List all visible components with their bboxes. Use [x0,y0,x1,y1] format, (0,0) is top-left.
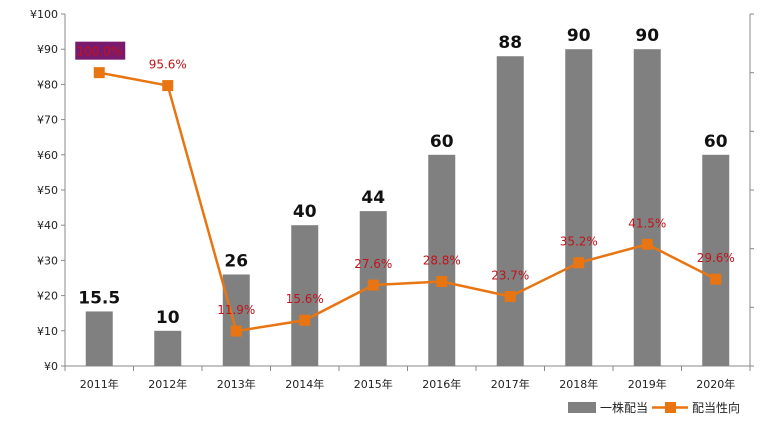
y-tick-label: ¥0 [44,360,58,373]
bar-value-label: 60 [704,132,728,152]
bar [428,154,456,366]
data-labels: 15.5 10 26 40 44 60 88 90 90 60 100.0% 95.6% 11.9% 15… [75,26,735,328]
y-tick-label: ¥30 [37,254,58,267]
bar [633,49,661,366]
line-value-label: 28.8% [423,254,461,268]
bar-series [85,49,730,367]
line-value-label: 23.7% [491,268,529,282]
x-tick-label: 2013年 [217,377,256,391]
bar-value-label: 26 [224,251,248,271]
bar [222,274,250,366]
y-tick-label: ¥90 [37,43,58,56]
line-value-label: 27.6% [354,257,392,271]
line-point [641,238,653,250]
bar [496,56,524,367]
line-value-label: 100.0% [76,45,122,59]
x-tick-label: 2012年 [148,377,187,391]
bar-value-label: 40 [293,202,317,222]
y-tick-label: ¥20 [37,290,58,303]
line-value-label: 11.9% [217,303,255,317]
x-tick-label: 2016年 [422,377,461,391]
line-point [573,257,585,269]
line-series [93,67,722,337]
line-path [99,71,717,333]
y-tick-label: ¥60 [37,149,58,162]
bar-value-label: 44 [361,188,385,208]
line-point [299,314,311,326]
legend-bar-swatch [568,402,596,413]
highlight-label-box [75,41,126,60]
line-value-label: 95.6% [149,58,187,72]
line-point [162,80,174,92]
legend-line-marker [665,402,676,413]
x-tick-label: 2017年 [491,377,530,391]
x-tick-label: 2018年 [559,377,598,391]
bar-value-label: 60 [430,132,454,152]
y-tick-label: ¥80 [37,78,58,91]
bar-value-label: 90 [635,26,659,46]
bar-value-label: 90 [567,26,591,46]
legend-line-label: 配当性向 [692,400,740,415]
legend-bar-label: 一株配当 [600,400,648,415]
bar [565,49,593,366]
y-tick-label: ¥70 [37,114,58,127]
line-value-label: 15.6% [286,292,324,306]
bar-value-label: 10 [156,308,180,328]
x-tick-label: 2020年 [696,377,735,391]
legend: 一株配当 配当性向 [568,400,740,415]
line-point [93,67,105,79]
bar [702,154,730,366]
bar-value-label: 15.5 [78,288,120,308]
y-tick-label: ¥50 [37,184,58,197]
line-point [504,290,516,302]
y-tick-label: ¥40 [37,219,58,232]
bar [154,330,182,366]
line-point [710,273,722,285]
x-tick-label: 2015年 [354,377,393,391]
x-tick-label: 2011年 [80,377,119,391]
y-tick-label: ¥100 [30,8,58,21]
x-tick-label: 2014年 [285,377,324,391]
line-value-label: 41.5% [628,216,666,230]
bar [85,311,113,366]
line-point [230,325,242,337]
bar-value-label: 88 [498,33,522,53]
y-tick-label: ¥10 [37,325,58,338]
line-value-label: 35.2% [560,235,598,249]
line-point [436,276,448,288]
line-point [367,279,379,291]
x-tick-label: 2019年 [628,377,667,391]
bar [291,225,319,366]
line-value-label: 29.6% [697,251,735,265]
